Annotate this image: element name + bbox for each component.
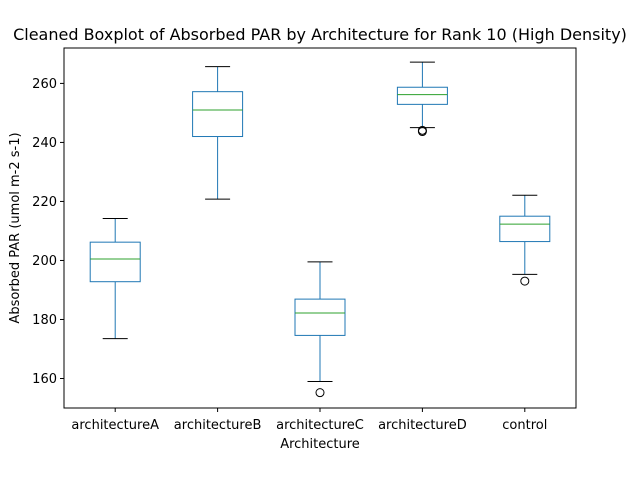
- outlier-point: [417, 125, 427, 135]
- iqr-box: [294, 298, 346, 336]
- box-architectureC: [294, 261, 346, 398]
- iqr-box: [89, 241, 141, 283]
- y-tick-label: 160: [32, 372, 57, 387]
- y-tick-label: 220: [32, 195, 57, 210]
- x-axis: architectureA architectureB architectureC a…: [71, 408, 547, 433]
- iqr-box: [192, 91, 244, 138]
- y-tick-label: 240: [32, 136, 57, 151]
- outlier-point: [520, 276, 530, 286]
- x-tick-label: architectureD: [378, 418, 467, 433]
- x-tick-label: control: [502, 418, 547, 433]
- iqr-box: [396, 86, 448, 105]
- box-architectureD: [396, 61, 448, 137]
- y-axis: 160 180 200 220 240 260: [32, 77, 64, 387]
- y-axis-label: Absorbed PAR (umol m-2 s-1): [8, 132, 23, 323]
- box-architectureB: [192, 66, 244, 200]
- plot-area: [89, 61, 551, 398]
- y-tick-label: 200: [32, 254, 57, 269]
- box-architectureA: [89, 218, 141, 340]
- box-control: [499, 194, 551, 286]
- x-tick-label: architectureA: [71, 418, 159, 433]
- y-tick-label: 180: [32, 313, 57, 328]
- outlier-point: [315, 388, 325, 398]
- x-axis-label: Architecture: [280, 437, 360, 452]
- x-tick-label: architectureC: [276, 418, 364, 433]
- iqr-box: [499, 215, 551, 243]
- x-tick-label: architectureB: [174, 418, 262, 433]
- chart-title: Cleaned Boxplot of Absorbed PAR by Archi…: [13, 25, 627, 44]
- y-tick-label: 260: [32, 77, 57, 92]
